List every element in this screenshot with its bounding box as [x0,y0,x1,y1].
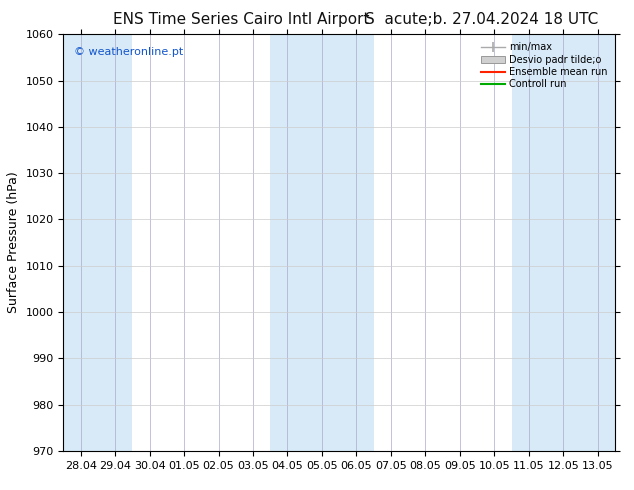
Text: ENS Time Series Cairo Intl Airport: ENS Time Series Cairo Intl Airport [113,12,369,27]
Y-axis label: Surface Pressure (hPa): Surface Pressure (hPa) [7,172,20,314]
Text: © weatheronline.pt: © weatheronline.pt [74,47,184,57]
Bar [512,34,615,451]
Bar [270,34,373,451]
Legend: min/max, Desvio padr tilde;o, Ensemble mean run, Controll run: min/max, Desvio padr tilde;o, Ensemble m… [477,39,610,92]
Text: S  acute;b. 27.04.2024 18 UTC: S acute;b. 27.04.2024 18 UTC [365,12,598,27]
Bar [63,34,133,451]
